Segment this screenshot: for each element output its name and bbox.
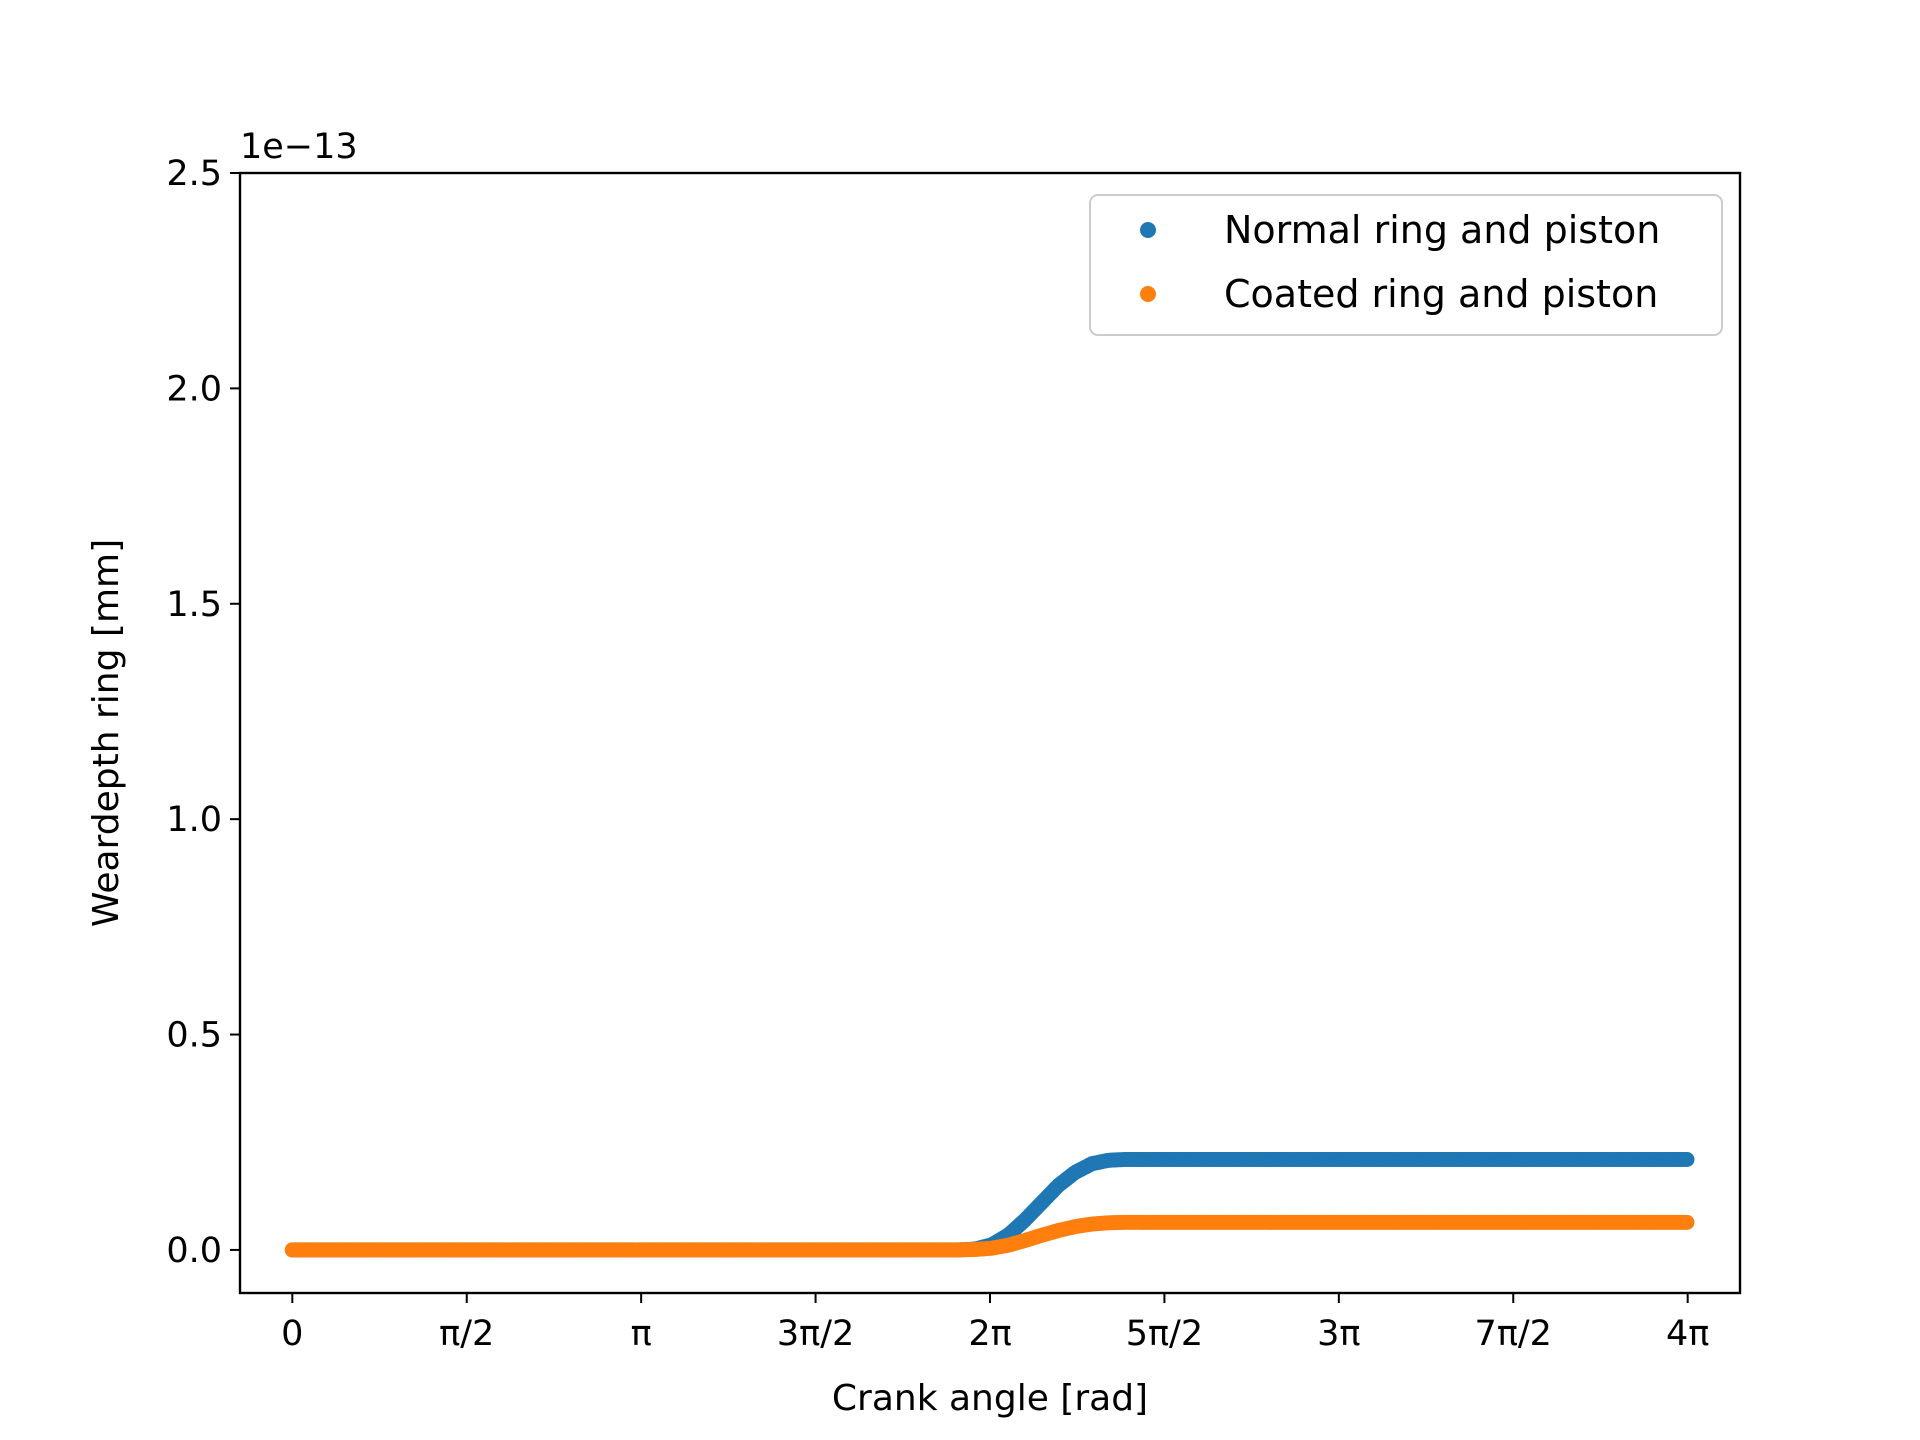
x-tick-label: 0 [281,1314,303,1354]
y-tick-label: 0.5 [166,1016,222,1056]
y-tick-label: 0.0 [166,1231,222,1271]
x-tick-label: 5π/2 [1126,1314,1203,1354]
plot-area [284,1151,1695,1258]
legend-marker-normal [1140,222,1156,238]
y-tick-label: 2.5 [166,154,222,194]
legend-marker-coated [1140,286,1156,302]
x-tick-label: 2π [968,1314,1011,1354]
x-tick-label: π/2 [439,1314,494,1354]
y-axis-ticks: 0.0 0.5 1.0 1.5 2.0 2.5 [166,154,240,1271]
x-axis-ticks: 0 π/2 π 3π/2 2π 5π/2 3π 7π/2 4π [281,1293,1709,1354]
legend: Normal ring and piston Coated ring and p… [1089,194,1723,336]
y-tick-label: 1.5 [166,585,222,625]
y-tick-label: 1.0 [166,800,222,840]
x-tick-label: π [631,1314,652,1354]
x-tick-label: 3π/2 [777,1314,854,1354]
x-tick-label: 7π/2 [1475,1314,1552,1354]
y-offset-text: 1e−13 [240,127,358,167]
x-tick-label: 3π [1317,1314,1360,1354]
legend-label-coated: Coated ring and piston [1224,272,1658,316]
y-tick-label: 2.0 [166,369,222,409]
x-tick-label: 4π [1666,1314,1709,1354]
series-coated [284,1214,1695,1258]
data-point [1679,1151,1695,1167]
data-point [1679,1214,1695,1230]
legend-label-normal: Normal ring and piston [1224,208,1660,252]
y-axis-label: Weardepth ring [mm] [86,539,127,927]
legend-frame [1089,194,1723,336]
x-axis-label: Crank angle [rad] [832,1378,1148,1419]
